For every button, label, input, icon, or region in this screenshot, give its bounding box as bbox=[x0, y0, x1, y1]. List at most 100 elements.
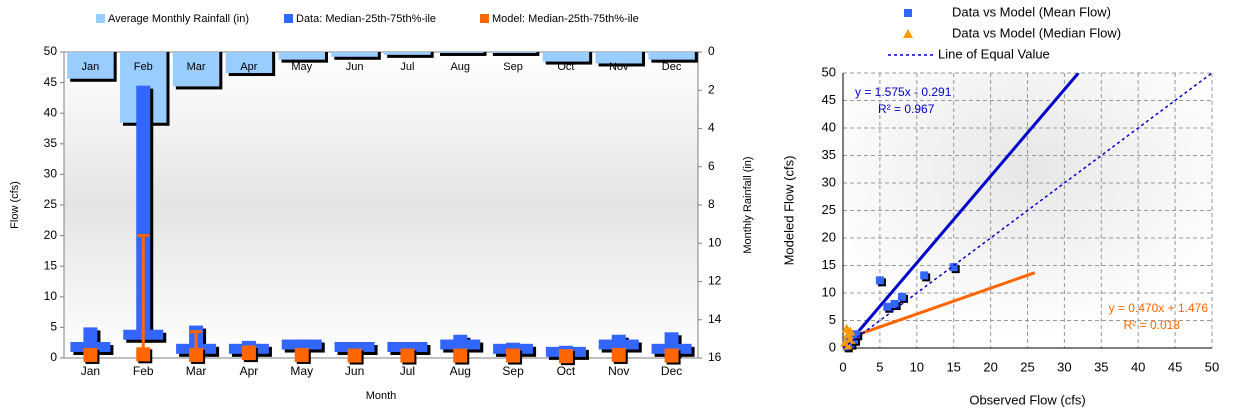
median-box bbox=[558, 349, 573, 364]
median-box bbox=[506, 348, 521, 363]
median-bar bbox=[387, 341, 428, 352]
bar bbox=[595, 52, 642, 64]
y-tick-label: 20 bbox=[44, 228, 58, 242]
y-tick-label: 50 bbox=[44, 44, 58, 58]
y2-tick-label: 12 bbox=[708, 274, 722, 288]
annotation: y = 0.470x + 1.476 bbox=[1109, 301, 1209, 315]
y-tick-label: 15 bbox=[44, 258, 58, 272]
point bbox=[920, 271, 929, 280]
x-axis-label: Month bbox=[366, 390, 397, 402]
legend-label: Model: Median-25th-75th%-ile bbox=[492, 13, 639, 25]
y-tick-label: 10 bbox=[44, 289, 58, 303]
bar bbox=[489, 52, 537, 53]
y-tick-label: 40 bbox=[822, 119, 836, 134]
point bbox=[949, 263, 958, 272]
legend-swatch bbox=[96, 14, 105, 23]
x-tick-label: 10 bbox=[910, 359, 924, 374]
y-tick-label: 5 bbox=[829, 312, 836, 327]
legend-swatch bbox=[903, 29, 913, 38]
y-tick-label: 15 bbox=[822, 257, 836, 272]
bar bbox=[278, 52, 325, 60]
bar bbox=[648, 52, 695, 60]
bar-label: Apr bbox=[240, 61, 257, 73]
bar bbox=[437, 52, 484, 53]
x-tick-label: Aug bbox=[450, 364, 471, 378]
bar-label: Mar bbox=[187, 61, 206, 73]
point bbox=[890, 300, 899, 308]
legend-label: Data vs Model (Mean Flow) bbox=[952, 4, 1111, 19]
y-tick-label: 35 bbox=[822, 147, 836, 162]
median-box bbox=[294, 347, 309, 362]
y-tick-label: 0 bbox=[829, 339, 836, 354]
median-box bbox=[347, 348, 362, 363]
legend-label: Average Monthly Rainfall (in) bbox=[108, 13, 249, 25]
median-box bbox=[83, 347, 98, 362]
y2-tick-label: 14 bbox=[708, 312, 722, 326]
y2-tick-label: 2 bbox=[708, 82, 715, 96]
x-tick-label: 40 bbox=[1131, 359, 1145, 374]
y-tick-label: 30 bbox=[44, 167, 58, 181]
median-box bbox=[189, 347, 204, 362]
y-tick-label: 10 bbox=[822, 284, 836, 299]
point bbox=[845, 326, 856, 336]
y-tick-label: 35 bbox=[44, 136, 58, 150]
y-tick-label: 50 bbox=[822, 64, 836, 79]
legend-label: Line of Equal Value bbox=[938, 46, 1050, 61]
x-tick-label: Sep bbox=[502, 364, 524, 378]
bar bbox=[225, 52, 273, 74]
point bbox=[875, 276, 884, 285]
y-tick-label: 45 bbox=[44, 75, 58, 89]
bar-label: Feb bbox=[134, 61, 153, 73]
bar bbox=[331, 52, 378, 57]
median-box bbox=[241, 346, 256, 361]
bar-label: Nov bbox=[609, 61, 629, 73]
y-tick-label: 5 bbox=[50, 320, 57, 334]
x-tick-label: 0 bbox=[839, 359, 846, 374]
bar-label: Jun bbox=[346, 61, 364, 73]
y-tick-label: 0 bbox=[50, 350, 57, 364]
median-box bbox=[611, 347, 626, 362]
y-tick-label: 40 bbox=[44, 105, 58, 119]
y2-tick-label: 4 bbox=[708, 121, 715, 135]
annotation: y = 1.575x - 0.291 bbox=[855, 85, 952, 99]
trendline bbox=[843, 73, 1080, 348]
x-tick-label: May bbox=[290, 364, 313, 378]
bar-label: Sep bbox=[503, 61, 523, 73]
median-bar bbox=[440, 339, 481, 350]
bar bbox=[384, 52, 431, 55]
x-tick-label: Nov bbox=[608, 364, 629, 378]
plot-area bbox=[63, 51, 699, 359]
x-tick-label: 15 bbox=[946, 359, 960, 374]
annotation: R² = 0.018 bbox=[1124, 318, 1181, 332]
legend-label: Data vs Model (Median Flow) bbox=[952, 25, 1121, 40]
box bbox=[136, 85, 151, 340]
y-tick-label: 30 bbox=[822, 174, 836, 189]
point bbox=[898, 292, 907, 301]
y-tick-label: 45 bbox=[822, 92, 836, 107]
y-tick-label: 25 bbox=[822, 202, 836, 217]
legend-swatch bbox=[480, 14, 489, 23]
median-box bbox=[400, 348, 415, 363]
x-tick-label: Feb bbox=[133, 364, 154, 378]
legend-label: Data: Median-25th-75th%-ile bbox=[296, 13, 436, 25]
x-axis-label: Observed Flow (cfs) bbox=[969, 392, 1085, 407]
equal-value-line bbox=[842, 72, 1213, 349]
y-axis-label: Modeled Flow (cfs) bbox=[781, 156, 796, 266]
bar bbox=[542, 52, 590, 62]
y2-tick-label: 16 bbox=[708, 350, 722, 364]
bar-label: Dec bbox=[662, 61, 682, 73]
y-axis-label: Flow (cfs) bbox=[9, 181, 21, 229]
y-tick-label: 20 bbox=[822, 229, 836, 244]
y-tick-label: 25 bbox=[44, 197, 58, 211]
x-tick-label: Jan bbox=[81, 364, 100, 378]
trendline bbox=[843, 271, 1036, 342]
point bbox=[883, 302, 892, 311]
bar-label: Jul bbox=[400, 61, 414, 73]
x-tick-label: Oct bbox=[557, 364, 576, 378]
median-bar bbox=[70, 341, 111, 352]
bar-label: Jan bbox=[82, 61, 100, 73]
bar-label: May bbox=[291, 61, 312, 73]
x-tick-label: 25 bbox=[1020, 359, 1034, 374]
y2-tick-label: 8 bbox=[708, 197, 715, 211]
